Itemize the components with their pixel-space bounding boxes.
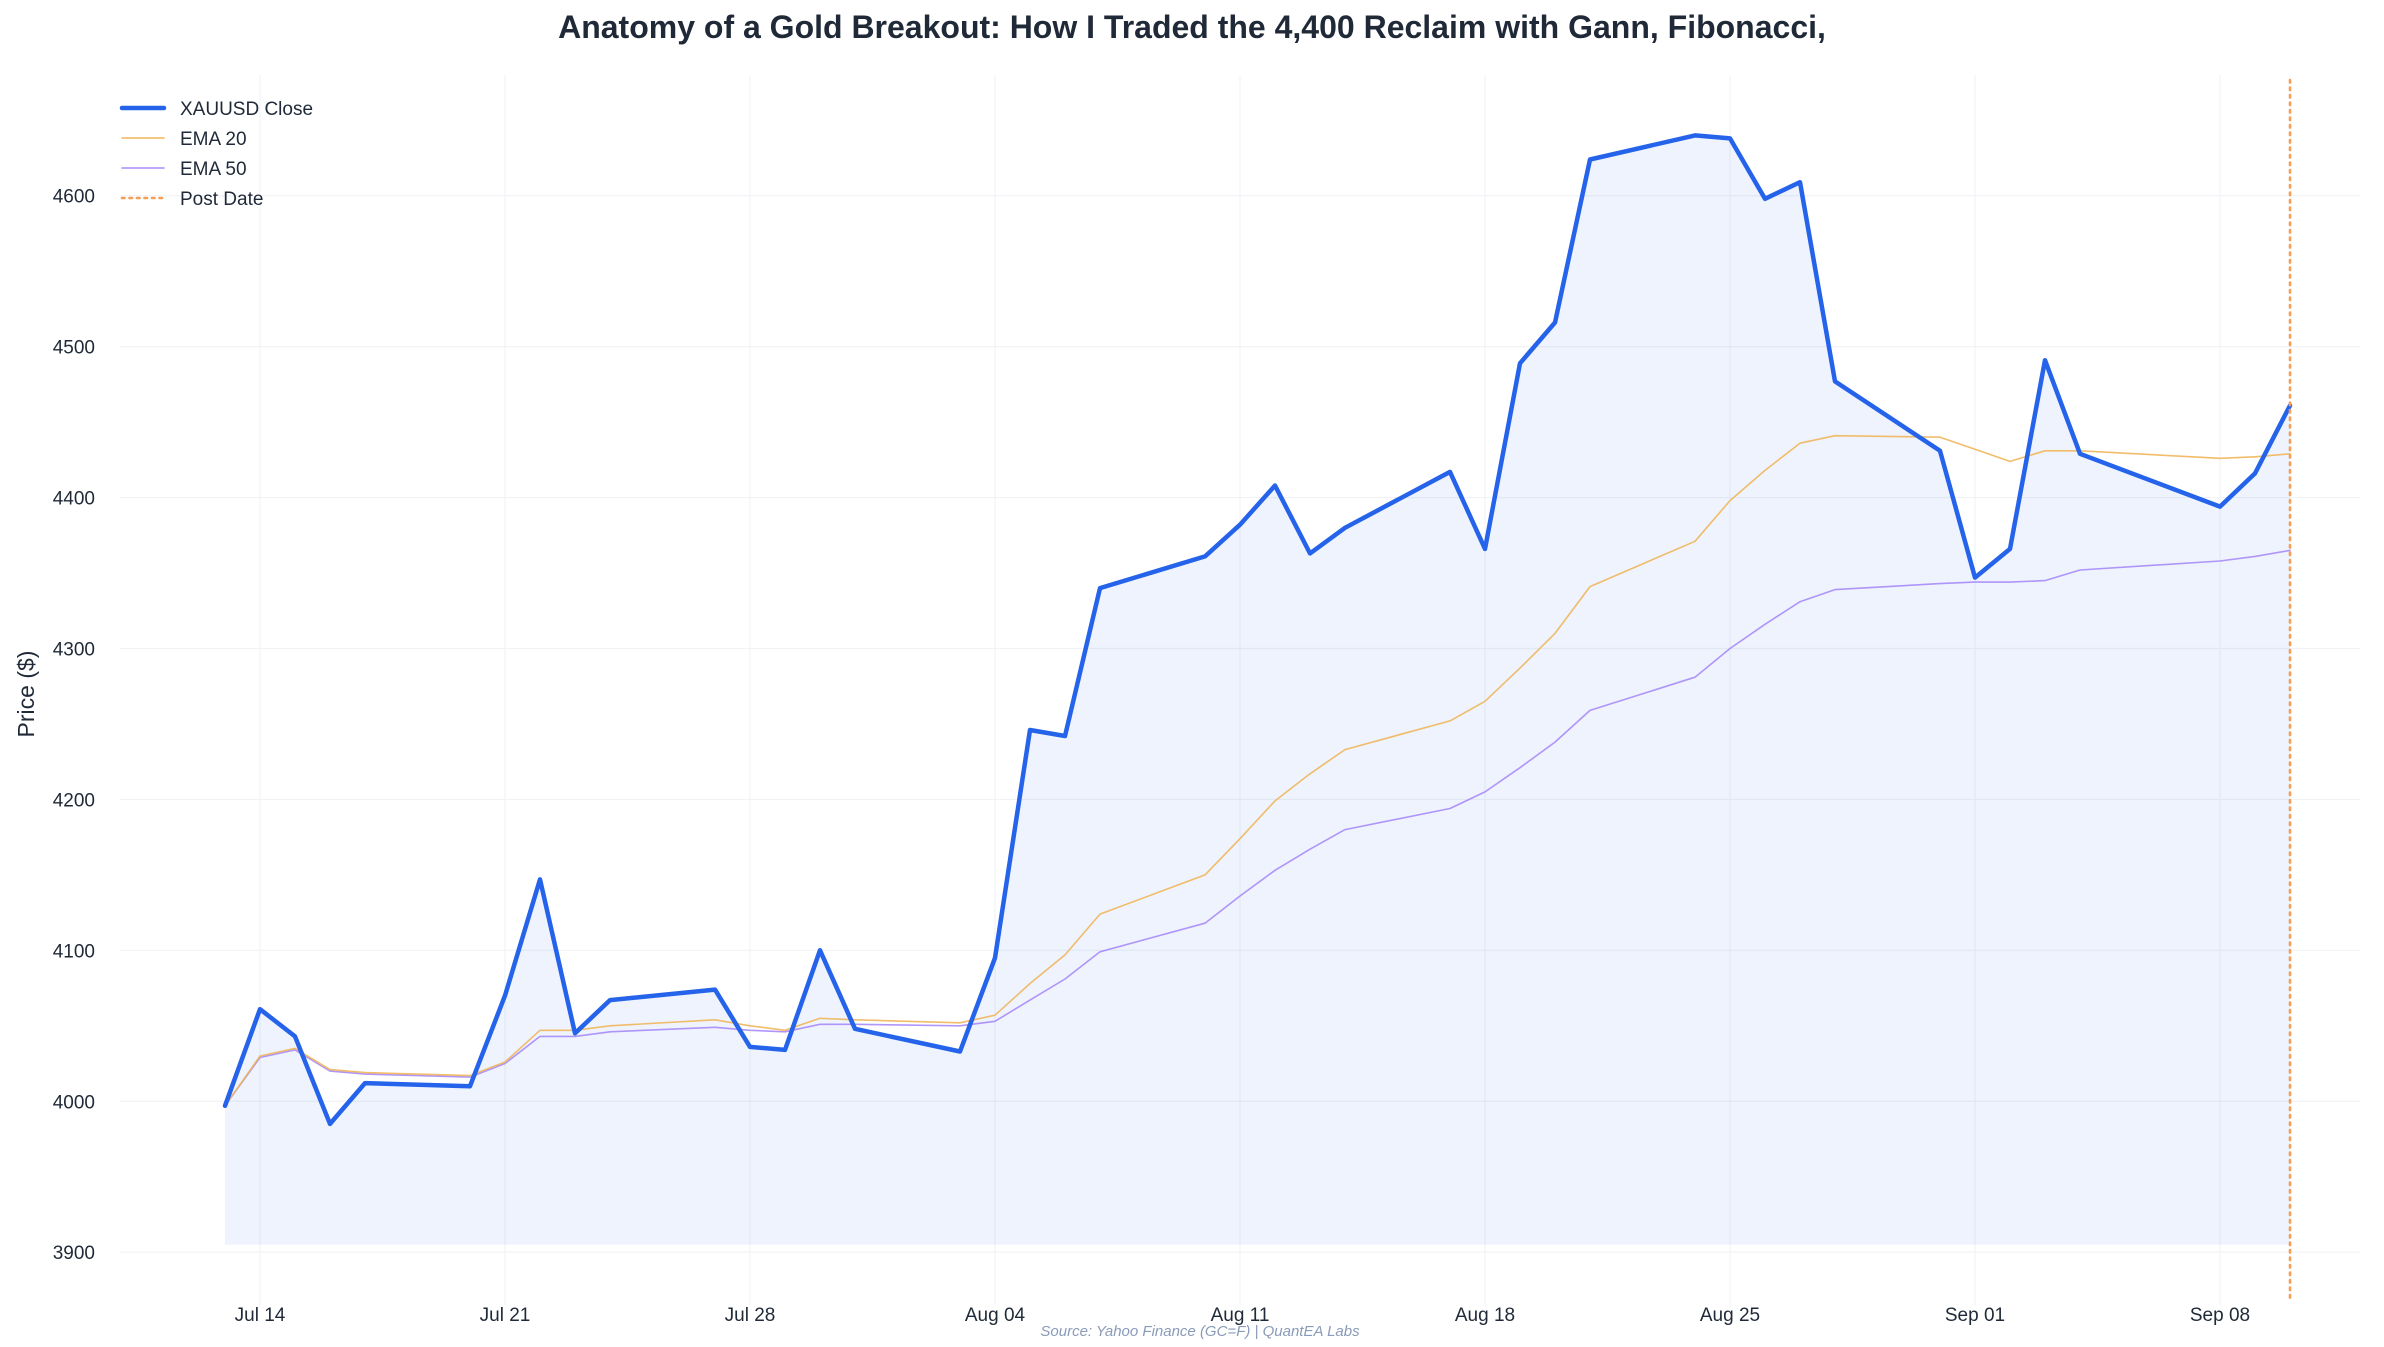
y-tick-label: 4200 xyxy=(53,790,95,811)
legend-label: XAUUSD Close xyxy=(180,99,313,120)
source-note: Source: Yahoo Finance (GC=F) | QuantEA L… xyxy=(1040,1323,1360,1340)
y-axis-label: Price ($) xyxy=(13,651,39,738)
y-tick-label: 3900 xyxy=(53,1243,95,1264)
y-tick-label: 4000 xyxy=(53,1092,95,1113)
y-tick-label: 4500 xyxy=(53,338,95,359)
y-axis-ticks: 3900 4000 4100 4200 4300 4400 4500 4600 xyxy=(53,187,95,1264)
grid xyxy=(120,75,2360,1305)
y-tick-label: 4400 xyxy=(53,489,95,510)
legend-label: EMA 50 xyxy=(180,159,247,180)
series-lines xyxy=(222,133,2293,1127)
x-tick-label: Aug 18 xyxy=(1455,1305,1515,1326)
legend-label: EMA 20 xyxy=(180,129,247,150)
series-line-xauusd-close xyxy=(222,133,2293,1127)
x-tick-label: Aug 11 xyxy=(1211,1305,1270,1326)
close-area-fill xyxy=(225,135,2290,1245)
series-line-ema-50 xyxy=(224,549,2291,1107)
y-tick-label: 4300 xyxy=(53,639,95,660)
y-tick-label: 4100 xyxy=(53,941,95,962)
chart-title: Anatomy of a Gold Breakout: How I Traded… xyxy=(558,9,1826,45)
y-tick-label: 4600 xyxy=(53,187,95,208)
x-axis-ticks: Jul 14 Jul 21 Jul 28 Aug 04 Aug 11 Aug 18 Aug … xyxy=(235,1305,2250,1326)
x-tick-label: Aug 04 xyxy=(965,1305,1026,1326)
x-tick-label: Jul 21 xyxy=(480,1305,531,1326)
area-fill xyxy=(225,135,2290,1245)
legend-label: Post Date xyxy=(180,189,263,210)
series-line-ema-20 xyxy=(224,434,2291,1107)
x-tick-label: Sep 01 xyxy=(1945,1305,2005,1326)
x-tick-label: Aug 25 xyxy=(1700,1305,1760,1326)
x-tick-label: Jul 14 xyxy=(235,1305,286,1326)
x-tick-label: Sep 08 xyxy=(2190,1305,2250,1326)
x-tick-label: Jul 28 xyxy=(725,1305,776,1326)
legend: XAUUSD Close EMA 20 EMA 50 Post Date xyxy=(119,99,313,210)
